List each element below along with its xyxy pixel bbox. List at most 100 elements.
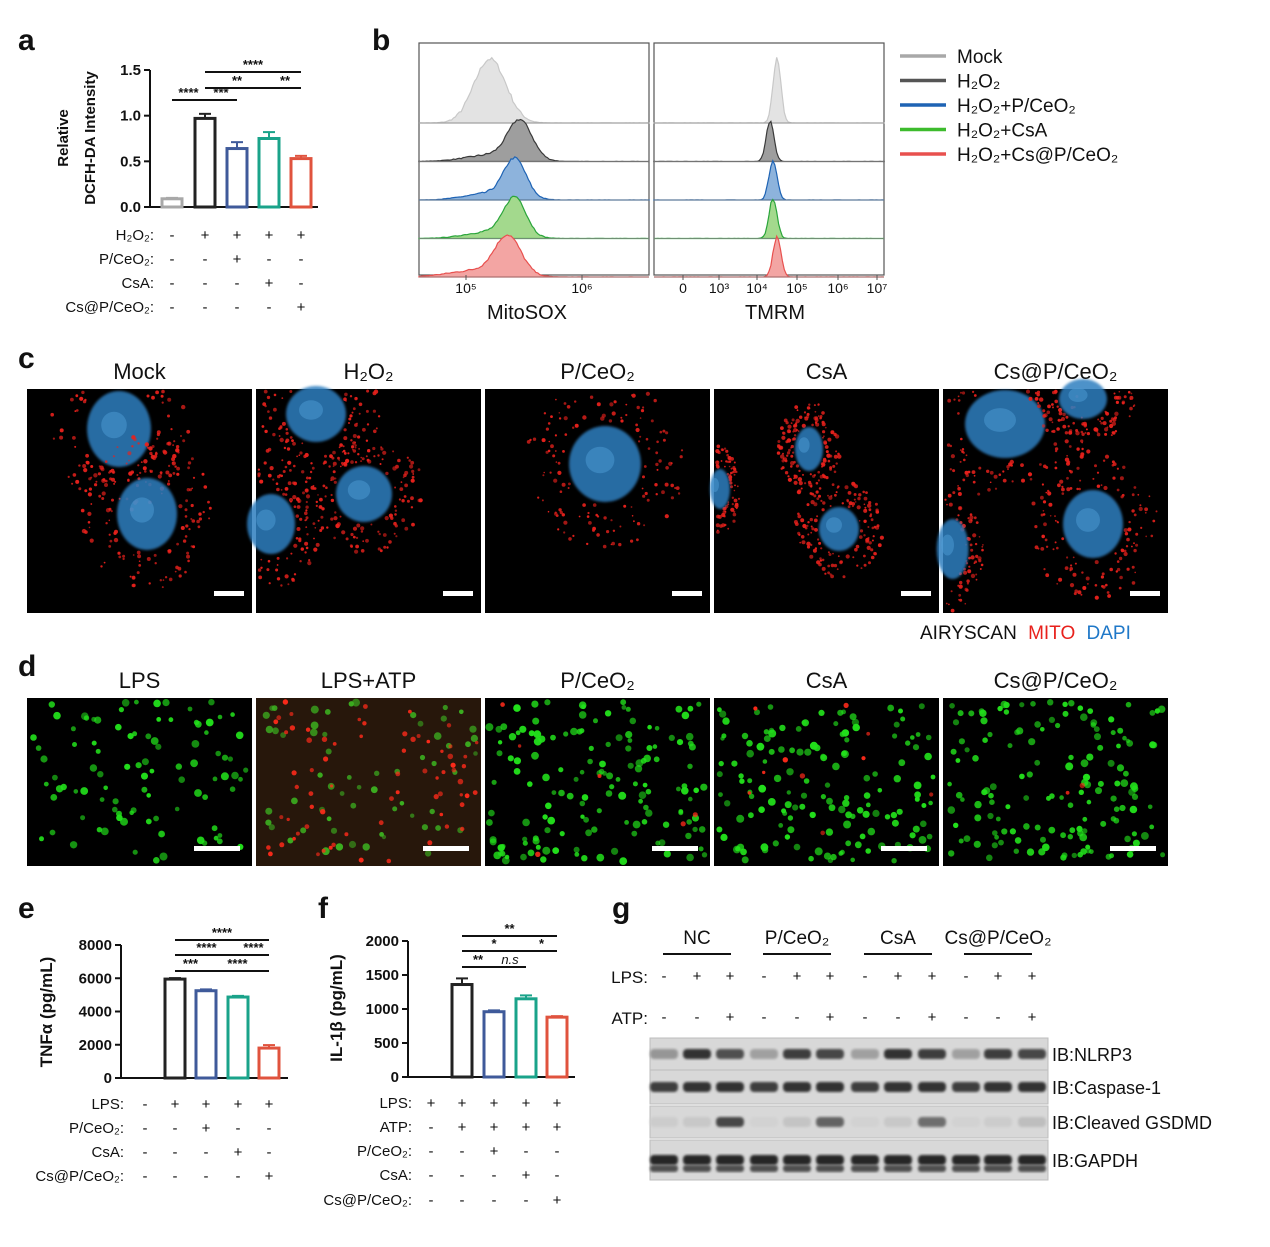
mito-dot bbox=[170, 428, 173, 431]
live-cell bbox=[566, 792, 574, 800]
mito-dot bbox=[339, 443, 343, 447]
mito-dot bbox=[305, 526, 308, 528]
live-cell bbox=[1095, 787, 1102, 795]
live-cell bbox=[121, 699, 130, 707]
live-cell bbox=[615, 777, 621, 782]
mito-dot bbox=[994, 487, 998, 490]
mito-dot bbox=[1066, 461, 1070, 466]
mito-dot bbox=[656, 468, 659, 471]
mito-dot bbox=[175, 448, 180, 453]
live-cell bbox=[191, 740, 200, 748]
live-cell bbox=[587, 758, 593, 765]
mito-dot bbox=[263, 461, 267, 465]
mito-dot bbox=[154, 562, 157, 565]
dead-cell bbox=[535, 851, 541, 857]
mito-dot bbox=[136, 571, 140, 575]
live-cell bbox=[720, 833, 728, 842]
mito-dot bbox=[1112, 476, 1116, 480]
live-cell bbox=[91, 740, 97, 746]
mito-dot bbox=[973, 474, 976, 477]
mito-dot bbox=[958, 593, 962, 597]
blot-band bbox=[716, 1117, 744, 1127]
mito-dot bbox=[108, 507, 112, 511]
live-cell bbox=[643, 754, 651, 763]
live-cell bbox=[678, 810, 684, 816]
mito-dot bbox=[83, 468, 88, 473]
mito-dot bbox=[736, 485, 739, 488]
mito-dot bbox=[287, 583, 290, 586]
atp-sign: + bbox=[928, 1009, 937, 1026]
live-cell bbox=[849, 713, 857, 721]
live-cell bbox=[625, 745, 632, 752]
blot-band bbox=[952, 1082, 980, 1092]
mito-dot bbox=[392, 450, 395, 453]
panel-g-row-lps: LPS: bbox=[611, 968, 648, 987]
mito-dot bbox=[642, 475, 645, 479]
mito-dot bbox=[402, 476, 405, 479]
live-cell bbox=[49, 829, 56, 836]
mito-dot bbox=[574, 400, 577, 403]
mito-dot bbox=[322, 462, 326, 465]
mito-dot bbox=[203, 485, 208, 489]
live-cell bbox=[767, 704, 774, 710]
panel-e-sign: - bbox=[267, 1144, 272, 1161]
live-cell bbox=[141, 772, 148, 780]
mito-dot bbox=[272, 478, 275, 481]
live-cell bbox=[579, 800, 586, 807]
mito-dot bbox=[108, 519, 111, 522]
live-cell bbox=[763, 735, 771, 742]
mito-dot bbox=[360, 460, 363, 463]
mito-dot bbox=[284, 487, 289, 491]
live-cell bbox=[926, 833, 933, 840]
dead-cell bbox=[444, 824, 450, 829]
mito-dot bbox=[191, 519, 196, 523]
mito-dot bbox=[809, 492, 813, 495]
blot-band bbox=[683, 1049, 711, 1059]
panel-d-title-2: P/CeO₂ bbox=[560, 668, 635, 693]
live-cell bbox=[621, 705, 627, 710]
atp-sign: - bbox=[996, 1009, 1001, 1026]
mito-dot bbox=[1106, 426, 1109, 429]
mito-dot bbox=[103, 561, 106, 564]
mito-dot bbox=[167, 441, 172, 446]
live-cell bbox=[653, 756, 660, 763]
live-cell bbox=[155, 743, 162, 750]
mito-dot bbox=[305, 509, 308, 512]
mito-dot bbox=[273, 393, 277, 397]
mito-dot bbox=[623, 504, 627, 508]
panel-f-sign: - bbox=[429, 1143, 434, 1160]
live-cell bbox=[268, 824, 275, 831]
panel-f-sign: + bbox=[553, 1095, 562, 1112]
mito-dot bbox=[670, 462, 673, 465]
mito-dot bbox=[863, 563, 867, 567]
live-cell bbox=[153, 699, 161, 708]
blot-band bbox=[716, 1082, 744, 1092]
live-cell bbox=[1060, 854, 1067, 861]
live-cell bbox=[912, 825, 920, 833]
mito-dot bbox=[792, 430, 795, 433]
mito-dot bbox=[311, 466, 315, 470]
live-cell bbox=[1009, 828, 1017, 835]
mito-dot bbox=[118, 555, 122, 559]
mito-dot bbox=[1131, 581, 1136, 585]
live-cell bbox=[593, 718, 598, 724]
mito-dot bbox=[373, 389, 379, 394]
mito-dot bbox=[868, 508, 872, 512]
mito-dot bbox=[285, 440, 288, 444]
live-cell bbox=[545, 802, 552, 810]
live-cell bbox=[80, 787, 89, 795]
mito-dot bbox=[330, 517, 334, 521]
panel-d-title-4: Cs@P/CeO₂ bbox=[994, 668, 1118, 693]
mito-dot bbox=[865, 491, 868, 494]
live-cell bbox=[823, 852, 832, 860]
live-cell bbox=[948, 850, 955, 857]
live-cell bbox=[1005, 804, 1011, 810]
mito-dot bbox=[109, 477, 113, 481]
live-cell bbox=[579, 769, 585, 775]
live-cell bbox=[760, 843, 769, 852]
mito-dot bbox=[799, 415, 803, 419]
mito-dot bbox=[1132, 405, 1135, 407]
mito-dot bbox=[631, 515, 634, 517]
mito-dot bbox=[549, 471, 552, 474]
